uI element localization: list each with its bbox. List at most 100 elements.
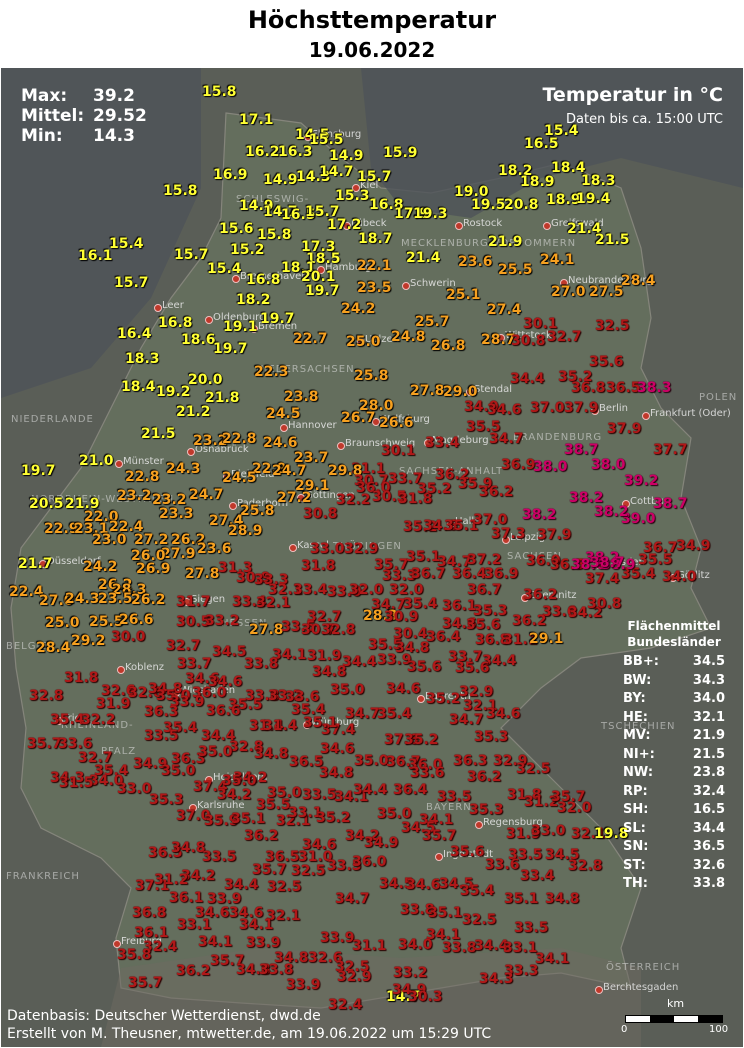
city-marker	[595, 986, 603, 994]
temperature-reading: 15.5	[309, 132, 344, 148]
temperature-reading: 34.6	[229, 905, 264, 921]
city-marker	[232, 275, 240, 283]
temperature-reading: 34.7	[335, 891, 370, 907]
temperature-reading: 32.2	[81, 712, 116, 728]
temperature-reading: 38.0	[533, 459, 568, 475]
city-label: Frankfurt (Oder)	[650, 408, 731, 419]
temperature-reading: 28.4	[621, 273, 656, 289]
temperature-reading: 27.2	[134, 532, 169, 548]
temperature-reading: 19.4	[576, 191, 611, 207]
temperature-reading: 38.2	[594, 504, 629, 520]
temperature-reading: 34.3	[50, 770, 85, 786]
temperature-reading: 34.6	[487, 402, 522, 418]
temperature-reading: 33.5	[508, 847, 543, 863]
temperature-reading: 21.5	[141, 426, 176, 442]
temperature-reading: 36.5	[265, 849, 300, 865]
temperature-reading: 21.2	[176, 404, 211, 420]
state-mean-value: 34.4	[692, 820, 725, 836]
city-label: Schwerin	[410, 278, 456, 289]
state-code: NI+:	[623, 746, 655, 762]
temperature-reading: 35.7	[128, 975, 163, 991]
temperature-reading: 29.8	[328, 463, 363, 479]
temperature-reading: 34.6	[208, 674, 243, 690]
temperature-reading: 34.9	[392, 982, 427, 998]
state-code: RP:	[623, 783, 648, 799]
city-label: Hannover	[288, 420, 337, 431]
temperature-reading: 27.5	[589, 284, 624, 300]
legend-subtitle: Daten bis ca. 15:00 UTC	[566, 112, 723, 127]
temperature-reading: 34.8	[274, 950, 309, 966]
city-marker	[39, 560, 47, 568]
temperature-reading: 21.5	[595, 232, 630, 248]
temperature-reading: 21.9	[65, 496, 100, 512]
temperature-reading: 38.9	[601, 557, 636, 573]
temperature-reading: 24.7	[189, 487, 224, 503]
temperature-reading: 23.8	[284, 389, 319, 405]
temperature-reading: 36.0	[192, 685, 227, 701]
temperature-reading: 34.7	[345, 706, 380, 722]
temperature-reading: 16.2	[245, 144, 280, 160]
state-means-list: BB+: 34.5 BW: 34.3 BY: 34.0 HE: 32.1 MV: 21.9 NI+:…	[619, 654, 729, 895]
temperature-reading: 23.2	[152, 492, 187, 508]
temperature-reading: 34.0	[662, 569, 697, 585]
city-marker	[205, 776, 213, 784]
state-mean-value: 34.5	[692, 654, 725, 669]
state-code: NW:	[623, 765, 654, 780]
temperature-reading: 35.6	[589, 354, 624, 370]
temperature-reading: 36.5	[550, 557, 585, 573]
city-marker	[115, 460, 123, 468]
temperature-reading: 32.7	[307, 609, 342, 625]
temperature-reading: 35.0	[330, 682, 365, 698]
temperature-reading: 37.2	[467, 552, 502, 568]
city-marker	[250, 325, 258, 333]
temperature-reading: 31.5	[59, 775, 94, 791]
temperature-reading: 30.3	[408, 989, 443, 1005]
temperature-reading: 33.4	[293, 582, 328, 598]
temperature-reading: 35.4	[460, 883, 495, 899]
temperature-reading: 36.6	[206, 703, 241, 719]
temperature-reading: 23.3	[159, 506, 194, 522]
city-marker	[154, 304, 162, 312]
temperature-reading: 36.2	[176, 963, 211, 979]
city-marker	[317, 266, 325, 274]
scale-bar: km 0 100	[619, 997, 729, 1037]
temperature-reading: 35.5	[256, 797, 291, 813]
temperature-reading: 26.8	[431, 338, 466, 354]
temperature-reading: 23.2	[117, 488, 152, 504]
temperature-reading: 23.6	[197, 541, 232, 557]
city-marker	[357, 338, 365, 346]
temperature-reading: 19.2	[156, 384, 191, 400]
temperature-reading: 33.1	[288, 805, 323, 821]
temperature-reading: 36.3	[453, 753, 488, 769]
temperature-reading: 35.9	[458, 476, 493, 492]
temperature-reading: 35.2	[417, 481, 452, 497]
temperature-reading: 33.4	[520, 868, 555, 884]
temperature-reading: 25.0	[45, 615, 80, 631]
temperature-reading: 34.8	[148, 681, 183, 697]
city-label: Dresden	[603, 557, 645, 568]
temperature-reading: 38.2	[522, 507, 557, 523]
region-label: PFALZ	[101, 746, 137, 757]
temperature-reading: 33.6	[542, 604, 577, 620]
city-label: Chemnitz	[529, 590, 577, 601]
city-label: Leer	[162, 300, 184, 311]
temperature-reading: 16.8	[246, 272, 281, 288]
baltic-sea	[361, 68, 743, 218]
temperature-reading: 34.4	[342, 654, 377, 670]
temperature-reading: 15.9	[383, 145, 418, 161]
temperature-reading: 36.8	[475, 632, 510, 648]
temperature-reading: 14.9	[263, 172, 298, 188]
temperature-reading: 19.1	[223, 319, 258, 335]
credits: Datenbasis: Deutscher Wetterdienst, dwd.…	[7, 1007, 491, 1043]
region-label: NIEDERSACHSEN	[256, 364, 355, 375]
temperature-reading: 14.7	[319, 164, 354, 180]
temperature-reading: 32.7	[78, 750, 113, 766]
city-marker	[189, 804, 197, 812]
temperature-reading: 19.7	[21, 463, 56, 479]
temperature-reading: 36.7	[643, 540, 678, 556]
temperature-reading: 35.5	[368, 637, 403, 653]
city-marker	[447, 520, 455, 528]
temperature-reading: 34.1	[272, 647, 307, 663]
city-label: Kassel	[297, 540, 329, 551]
temperature-reading: 31.4	[249, 718, 284, 734]
